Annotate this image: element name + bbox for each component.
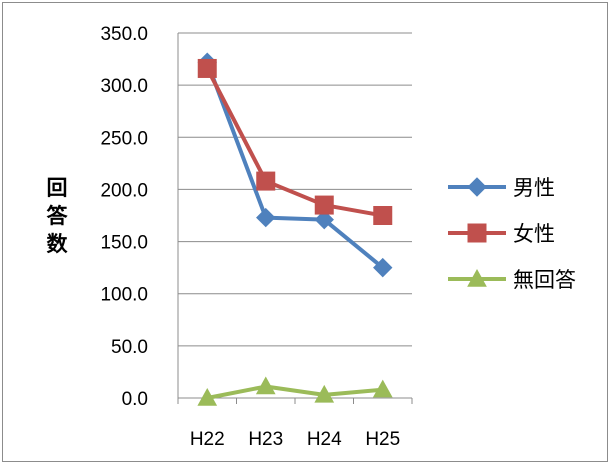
series-line — [205, 67, 384, 218]
y-tick-label: 100.0 — [100, 285, 148, 306]
y-tick-label: 200.0 — [100, 180, 148, 201]
y-tick-label: 50.0 — [111, 337, 148, 358]
data-point-diamond — [256, 207, 276, 228]
y-tick-label: 350.0 — [100, 24, 148, 45]
gridlines — [178, 32, 412, 347]
data-point-diamond — [467, 177, 487, 197]
data-point-square — [256, 171, 276, 191]
y-tick-label: 300.0 — [100, 76, 148, 97]
legend-label: 男性 — [513, 176, 555, 200]
data-point-square — [197, 58, 217, 78]
data-point-diamond — [373, 257, 393, 278]
data-point-square — [373, 206, 393, 225]
data-point-triangle — [255, 376, 276, 395]
x-tick-label: H25 — [365, 429, 400, 450]
x-tick-label: H24 — [307, 429, 342, 450]
data-point-triangle — [467, 268, 487, 287]
series-line — [205, 61, 385, 270]
legend-label: 無回答 — [513, 268, 576, 292]
x-tick-label: H22 — [190, 429, 225, 450]
series-line — [206, 384, 383, 400]
data-point-diamond — [314, 209, 334, 230]
y-axis-label-char: 答 — [47, 204, 69, 228]
data-point-square — [467, 223, 487, 243]
y-tick-label: 250.0 — [100, 128, 148, 149]
y-tick-label: 150.0 — [100, 233, 148, 254]
chart-frame — [2, 2, 608, 462]
y-tick-labels: 0.0 50.0 100.0 150.0 200.0 250.0 300.0 350.0 — [100, 24, 148, 410]
data-point-triangle — [372, 379, 393, 398]
x-tick-label: H23 — [248, 429, 283, 450]
y-tick-label: 0.0 — [122, 389, 148, 410]
y-axis-label-char: 数 — [47, 232, 69, 256]
legend-label: 女性 — [513, 222, 555, 246]
data-point-triangle — [314, 384, 335, 403]
x-tick-labels: H22 H23 H24 H25 — [190, 429, 400, 450]
series-lines — [197, 52, 393, 406]
y-axis-label: 回答数 — [47, 176, 69, 256]
y-axis-label-char: 回 — [47, 176, 68, 200]
data-point-square — [314, 195, 334, 215]
data-point-triangle — [197, 387, 218, 406]
